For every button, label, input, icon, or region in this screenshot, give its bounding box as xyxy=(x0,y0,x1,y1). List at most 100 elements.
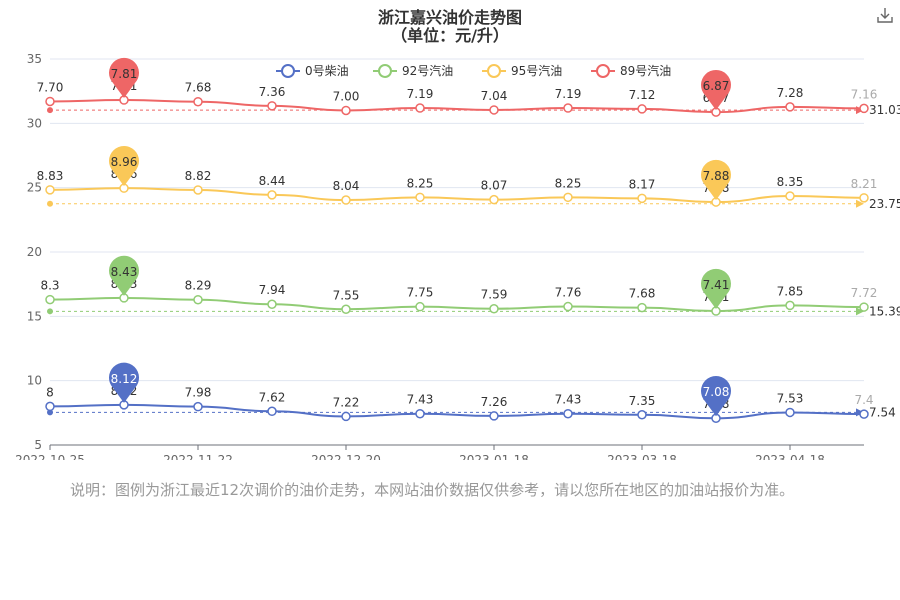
data-label: 7.43 xyxy=(407,393,434,407)
max-pin-shape xyxy=(108,255,139,296)
data-point xyxy=(415,192,425,203)
data-point xyxy=(489,411,499,421)
mark-line-start xyxy=(47,107,53,114)
data-point xyxy=(563,408,573,419)
data-label: 8.25 xyxy=(555,176,582,190)
data-label: 7.70 xyxy=(37,80,64,94)
data-point xyxy=(415,103,425,113)
legend-label: 0号柴油 xyxy=(305,64,349,78)
line-chart: 5 10 15 20 25 30 35 2022-10-25 2022-11-22 2022-12… xyxy=(15,52,900,460)
data-label: 7.85 xyxy=(777,284,804,298)
data-label: 7.28 xyxy=(777,86,804,100)
grid xyxy=(50,58,864,382)
data-point xyxy=(785,407,795,418)
data-point xyxy=(637,410,647,420)
data-label: 8.29 xyxy=(185,279,212,293)
legend-icon xyxy=(281,64,295,78)
data-point xyxy=(267,101,277,111)
data-point xyxy=(193,185,203,195)
min-pin-label: 6.87 xyxy=(703,79,730,93)
data-label: 7.19 xyxy=(555,87,582,101)
legend-icon xyxy=(378,64,392,78)
data-label: 7.76 xyxy=(555,286,582,300)
data-label: 8 xyxy=(46,385,54,399)
min-pin-shape xyxy=(701,159,732,201)
data-point xyxy=(785,300,795,311)
max-pin-label: 8.12 xyxy=(111,372,138,386)
series-line xyxy=(49,403,865,420)
data-point xyxy=(637,104,647,114)
min-pin-shape xyxy=(701,376,732,417)
mark-line-arrow xyxy=(856,199,864,208)
max-pin-shape xyxy=(108,145,139,187)
data-labels: 8 8.12 7.98 7.62 7.22 7.43 7.26 7.43 7.35 7.08 7.5… xyxy=(37,79,878,411)
max-pin: 8.43 xyxy=(108,255,139,296)
data-point xyxy=(637,302,647,313)
max-pin-label: 8.43 xyxy=(111,265,138,279)
data-label: 8.44 xyxy=(259,174,286,188)
mark-line-label: 23.75 xyxy=(869,197,900,211)
series-line xyxy=(49,99,865,114)
data-point xyxy=(489,194,499,205)
footnote: 说明：图例为浙江最近12次调价的油价走势，本网站油价数据仅供参考，请以您所在地区… xyxy=(70,481,795,499)
data-point xyxy=(341,304,351,315)
data-label: 7.26 xyxy=(481,395,508,409)
data-label: 7.19 xyxy=(407,87,434,101)
data-label: 7.04 xyxy=(481,89,508,103)
legend-label: 92号汽油 xyxy=(402,63,453,78)
y-tick-label: 25 xyxy=(27,181,42,195)
data-label: 7.68 xyxy=(185,81,212,95)
data-point xyxy=(415,301,425,312)
data-label: 8.21 xyxy=(851,177,878,191)
mark-line-arrow xyxy=(856,307,864,316)
max-pin: 8.12 xyxy=(108,362,139,403)
data-point xyxy=(45,96,55,107)
y-tick-label: 10 xyxy=(27,374,42,388)
data-point xyxy=(563,192,573,203)
min-pin: 7.41 xyxy=(701,268,732,310)
y-tick-label: 15 xyxy=(27,309,42,323)
data-label: 7.68 xyxy=(629,287,656,301)
data-label: 8.35 xyxy=(777,175,804,189)
y-tick-label: 30 xyxy=(27,116,42,130)
data-point xyxy=(563,103,573,113)
series-line xyxy=(49,296,865,313)
data-label: 8.07 xyxy=(481,179,508,193)
data-label: 7.55 xyxy=(333,288,360,302)
data-label: 7.22 xyxy=(333,395,360,409)
x-tick-label: 2022-11-22 xyxy=(163,453,233,460)
data-label: 8.17 xyxy=(629,177,656,191)
download-icon[interactable] xyxy=(876,6,894,24)
data-point xyxy=(785,102,795,112)
data-label: 8.25 xyxy=(407,176,434,190)
series-line xyxy=(49,187,865,204)
data-point xyxy=(45,294,55,305)
data-label: 7.59 xyxy=(481,288,508,302)
min-pin-shape xyxy=(701,69,732,111)
y-tick-label: 35 xyxy=(27,52,42,66)
max-pin-label: 7.81 xyxy=(111,67,138,81)
legend-icon xyxy=(487,64,501,78)
max-pin-label: 8.96 xyxy=(111,155,138,169)
data-point xyxy=(267,190,277,200)
min-pin-label: 7.08 xyxy=(703,385,730,399)
data-label: 7.16 xyxy=(851,87,878,101)
data-label: 8.82 xyxy=(185,169,212,183)
data-point xyxy=(341,105,351,116)
mark-line-label: 7.54 xyxy=(869,405,896,419)
legend-label: 95号汽油 xyxy=(511,63,562,78)
x-tick-label: 2022-12-20 xyxy=(311,453,381,460)
data-point xyxy=(45,185,55,195)
data-point xyxy=(341,411,351,422)
min-pin: 7.08 xyxy=(701,376,732,417)
chart-title: 浙江嘉兴油价走势图 xyxy=(377,8,522,27)
data-point xyxy=(637,193,647,204)
data-point xyxy=(859,103,869,114)
data-label: 7.4 xyxy=(854,393,873,407)
data-point xyxy=(489,303,499,314)
data-label: 7.62 xyxy=(259,390,286,404)
x-tick-label: 2023-04-18 xyxy=(755,453,825,460)
min-pin-shape xyxy=(701,268,732,310)
data-label: 7.72 xyxy=(851,286,878,300)
data-label: 7.00 xyxy=(333,89,360,103)
